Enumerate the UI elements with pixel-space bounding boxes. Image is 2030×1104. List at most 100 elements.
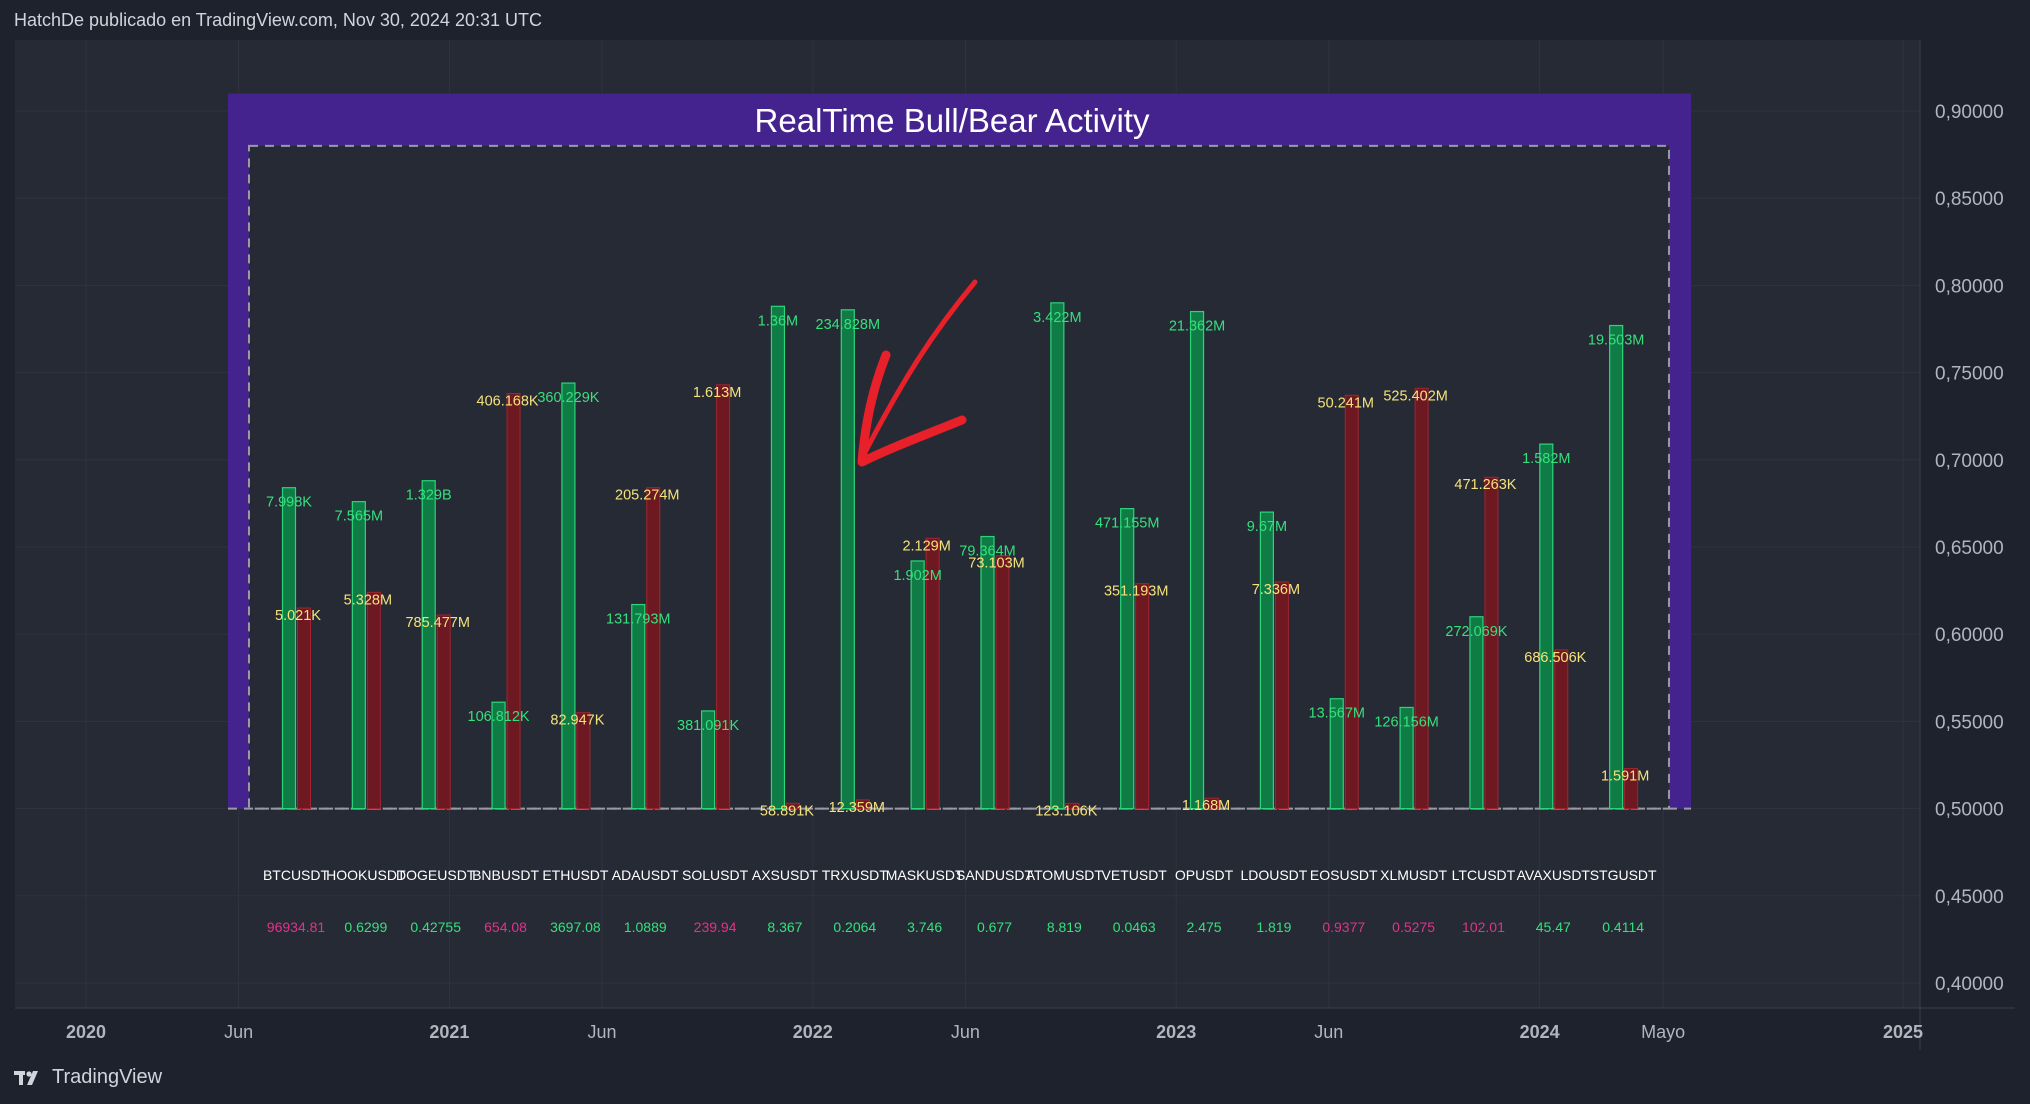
bear-value-label: 471.263K [1454,477,1516,493]
bear-bar [1065,802,1080,810]
bull-value-label: 7.565M [335,509,383,525]
time-tick-label: Jun [224,1022,253,1042]
bull-bar [1539,443,1554,810]
bull-bar [1120,508,1135,810]
symbol-label: ETHUSDT [542,867,609,883]
symbol-label: LDOUSDT [1240,867,1307,883]
tradingview-logo-icon [14,1070,38,1085]
time-tick-label: Mayo [1641,1022,1685,1042]
symbol-label: AXSUSDT [752,867,819,883]
price-value: 96934.81 [267,919,326,935]
symbol-label: XLMUSDT [1380,867,1447,883]
price-value: 239.94 [694,919,737,935]
time-tick-label: 2020 [66,1022,106,1042]
bull-bar [561,382,576,810]
bull-value-label: 381.091K [677,718,739,734]
price-value: 3.746 [907,919,942,935]
bear-bar [855,799,870,810]
bear-bar [1624,767,1639,810]
bull-value-label: 1.902M [893,568,941,584]
bear-bar [785,802,800,810]
price-tick-label: 0,60000 [1935,625,2004,646]
bear-value-label: 58.891K [760,803,814,819]
price-tick-label: 0,55000 [1935,712,2004,733]
bull-value-label: 131.793M [606,612,671,628]
bull-value-label: 234.828M [816,317,881,333]
price-value: 654.08 [484,919,527,935]
price-value: 102.01 [1462,919,1505,935]
bear-value-label: 82.947K [550,713,604,729]
bull-value-label: 3.422M [1033,310,1081,326]
panel-dashed-border [248,144,1670,810]
bull-bar [1609,324,1624,810]
bear-bar [576,712,591,810]
bull-bar [491,701,506,810]
price-tick-label: 0,45000 [1935,887,2004,908]
bear-value-label: 5.328M [344,592,392,608]
symbol-label: OPUSDT [1175,867,1234,883]
symbol-label: ADAUSDT [612,867,679,883]
price-value: 8.819 [1047,919,1082,935]
symbol-label: VETUSDT [1102,867,1168,883]
bull-bar [1469,616,1484,810]
bear-value-label: 1.613M [693,385,741,401]
bull-bar [770,305,786,810]
bull-value-label: 471.155M [1095,516,1160,532]
price-tick-label: 0,80000 [1935,276,2004,297]
price-tick-label: 0,85000 [1935,189,2004,210]
bear-bar [506,393,521,810]
bear-value-label: 5.021K [275,608,321,624]
bull-value-label: 106.812K [468,709,530,725]
time-tick-label: 2024 [1520,1022,1560,1042]
price-tick-label: 0,90000 [1935,102,2004,123]
symbol-label: BTCUSDT [263,867,330,883]
time-tick-label: Jun [588,1022,617,1042]
bull-value-label: 272.069K [1445,624,1507,640]
bull-value-label: 360.229K [537,390,599,406]
time-tick-label: Jun [951,1022,980,1042]
price-axis[interactable]: 0,90000 0,85000 0,80000 0,75000 0,70000 0,650… [1935,102,2004,995]
bear-bar [716,384,731,810]
bull-value-label: 19.503M [1588,333,1644,349]
bull-bar [1399,706,1414,810]
bear-bar [1484,476,1499,810]
bear-value-label: 12.359M [829,800,885,816]
bear-bar [436,614,451,810]
price-value: 2.475 [1187,919,1222,935]
symbol-label: MASKUSDT [886,867,964,883]
symbol-label: STGUSDT [1590,867,1657,883]
bull-value-label: 7.998K [266,495,312,511]
bull-bar [910,560,925,810]
brand-name: TradingView [52,1066,163,1088]
bear-bar [366,591,381,810]
price-tick-label: 0,40000 [1935,974,2004,995]
price-tick-label: 0,70000 [1935,451,2004,472]
bar-labels: 7.998K 5.021K 7.565M 5.328M 1.329B 785.477M 10… [266,310,1649,820]
time-axis[interactable]: 2020 Jun 2021 Jun 2022 Jun 2023 Jun 2024 Mayo 2025 [66,1022,1923,1042]
bull-value-label: 1.36M [758,313,798,329]
price-value: 0.5275 [1392,919,1435,935]
bear-bar [1414,387,1429,810]
time-tick-label: 2022 [793,1022,833,1042]
price-tick-label: 0,65000 [1935,538,2004,559]
price-tick-label: 0,75000 [1935,364,2004,385]
symbol-label: AVAXUSDT [1517,867,1591,883]
bull-value-label: 21.362M [1169,319,1225,335]
bull-value-label: 79.364M [959,544,1015,560]
symbol-label: TRXUSDT [822,867,889,883]
price-value: 0.6299 [344,919,387,935]
time-tick-label: 2023 [1156,1022,1196,1042]
bull-bar [840,309,855,810]
price-value: 0.0463 [1113,919,1156,935]
symbol-label: DOGEUSDT [396,867,476,883]
bear-value-label: 785.477M [405,615,470,631]
publication-header: HatchDe publicado en TradingView.com, No… [14,10,542,30]
bull-bar [421,480,436,810]
price-value: 1.819 [1256,919,1291,935]
symbol-label: ATOMUSDT [1026,867,1104,883]
bear-bar [646,487,661,810]
bear-value-label: 406.168K [477,394,539,410]
price-value: 45.47 [1536,919,1571,935]
